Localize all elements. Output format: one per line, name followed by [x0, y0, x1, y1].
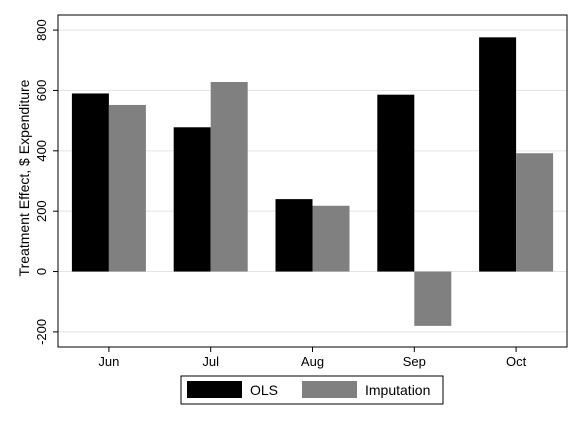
- legend-label-imputation: Imputation: [365, 382, 430, 398]
- y-tick-label: 200: [34, 200, 49, 222]
- legend: OLS Imputation: [180, 375, 444, 405]
- bar-ols-sep: [377, 94, 415, 272]
- x-tick-label: Oct: [506, 354, 527, 369]
- x-tick-label: Sep: [403, 354, 426, 369]
- bar-imputation-aug: [312, 205, 350, 272]
- bar-ols-oct: [479, 37, 517, 272]
- y-tick-label: 800: [34, 19, 49, 41]
- y-axis: -200 0 200 400 600 800: [34, 19, 58, 345]
- x-tick-label: Jul: [202, 354, 219, 369]
- x-axis: Jun Jul Aug Sep Oct: [98, 347, 527, 369]
- bar-ols-aug: [275, 199, 313, 272]
- y-tick-label: 600: [34, 80, 49, 102]
- y-tick-label: 0: [34, 268, 49, 275]
- x-tick-label: Aug: [301, 354, 324, 369]
- x-tick-label: Jun: [98, 354, 119, 369]
- y-axis-label: Treatment Effect, $ Expenditure: [16, 79, 32, 276]
- bar-imputation-oct: [516, 153, 554, 272]
- bars: [71, 37, 554, 326]
- legend-swatch-imputation: [302, 381, 357, 398]
- bar-ols-jun: [71, 93, 109, 272]
- bar-ols-jul: [173, 127, 211, 272]
- bar-imputation-jul: [210, 82, 248, 272]
- bar-imputation-jun: [108, 104, 146, 272]
- legend-label-ols: OLS: [250, 382, 278, 398]
- y-tick-label: -200: [34, 319, 49, 345]
- bar-imputation-sep: [414, 271, 452, 326]
- y-tick-label: 400: [34, 140, 49, 162]
- legend-swatch-ols: [187, 381, 242, 398]
